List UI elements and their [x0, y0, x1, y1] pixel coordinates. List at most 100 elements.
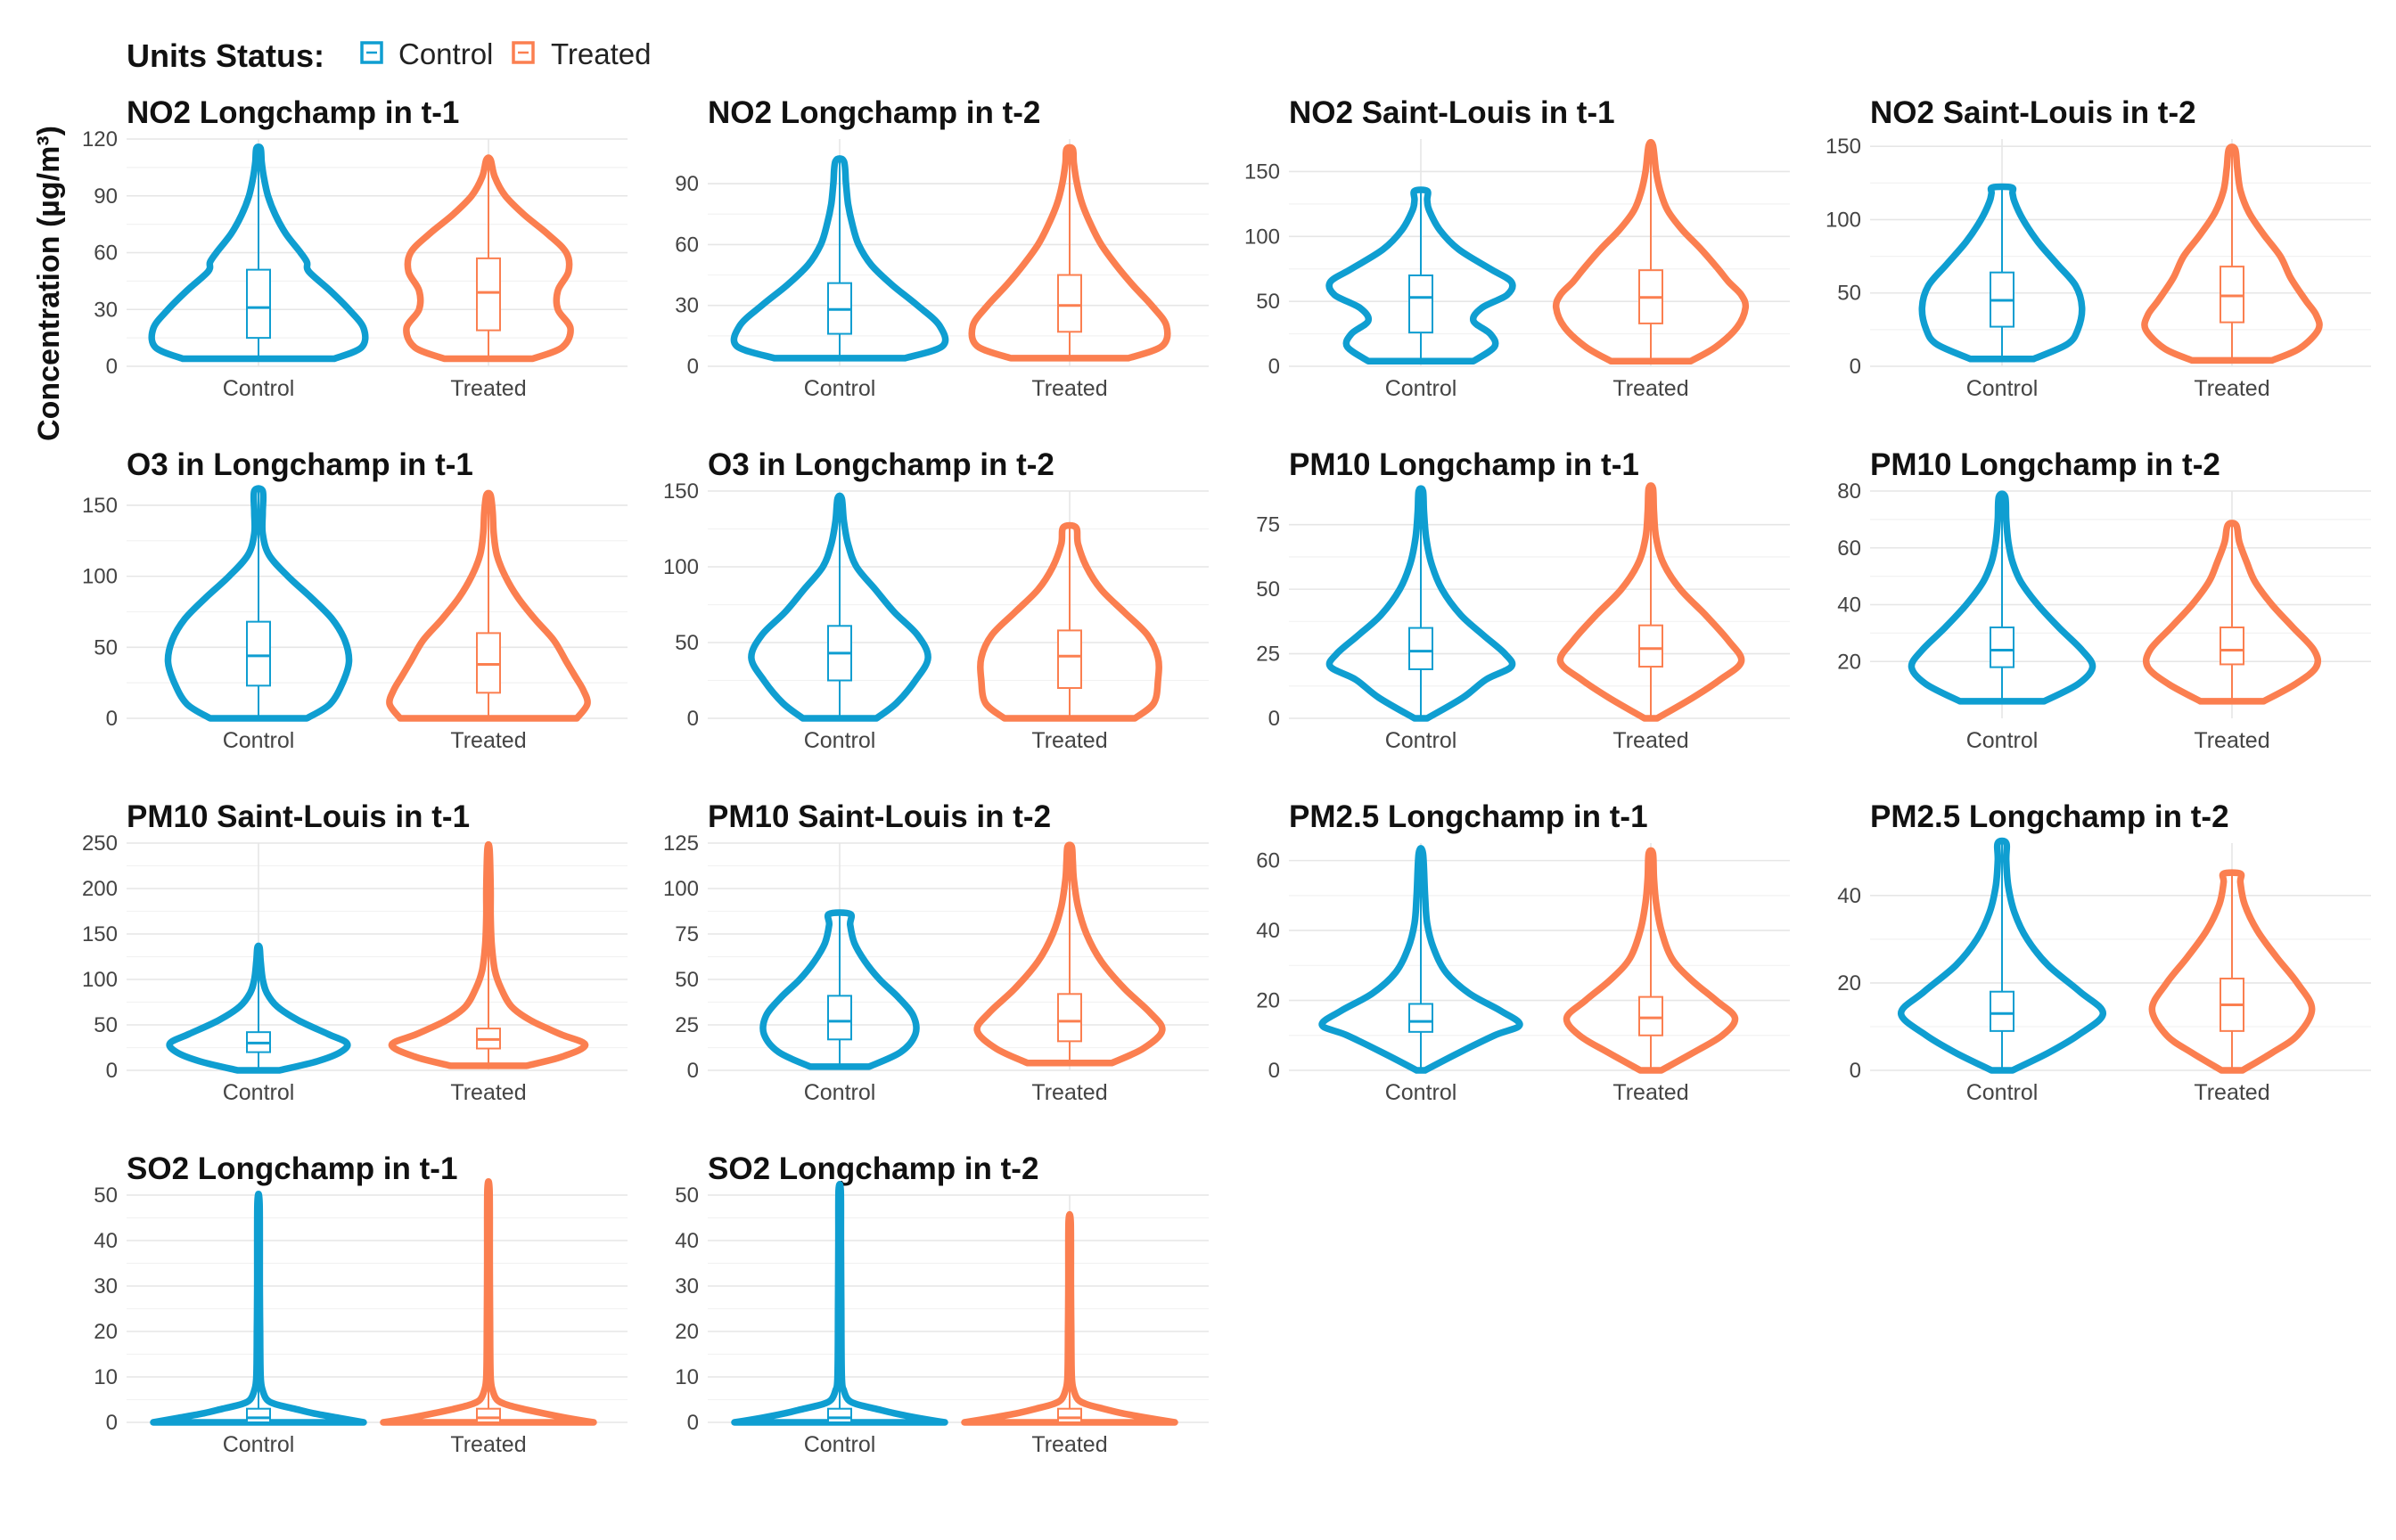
box	[1408, 274, 1433, 334]
y-tick-label: 0	[106, 355, 118, 379]
violin-outline	[2141, 143, 2323, 365]
violin-control	[1318, 845, 1523, 1074]
y-tick-label: 50	[675, 1184, 699, 1208]
y-tick-label: 0	[687, 707, 699, 731]
violin-control	[164, 485, 353, 722]
violin-outline	[748, 492, 931, 722]
x-tick-label: Treated	[1612, 376, 1688, 401]
panel-title: PM10 Longchamp in t-1	[1289, 447, 1639, 482]
x-tick-label: Control	[804, 1432, 876, 1457]
violin-outline	[977, 521, 1162, 722]
y-tick-label: 40	[1837, 594, 1861, 618]
violin-control	[1325, 485, 1516, 722]
violin-treated	[380, 1177, 597, 1426]
panel-no2-longchamp-in-t-1: NO2 Longchamp in t-1 0 30 60 90 120 Control Tre…	[82, 95, 628, 401]
y-tick-label: 0	[1268, 707, 1280, 731]
violin-treated	[2142, 520, 2322, 705]
panel-title: SO2 Longchamp in t-2	[708, 1151, 1038, 1186]
violin-control	[150, 1190, 367, 1426]
violin-treated	[403, 154, 574, 363]
y-tick-label: 0	[106, 1411, 118, 1435]
x-tick-label: Treated	[450, 376, 526, 401]
y-tick-label: 50	[94, 635, 118, 659]
box	[1057, 274, 1082, 333]
y-tick-label: 90	[675, 172, 699, 196]
y-tick-label: 25	[1256, 643, 1280, 667]
y-tick-label: 20	[94, 1320, 118, 1344]
x-tick-label: Control	[223, 376, 295, 401]
y-tick-label: 100	[663, 877, 699, 901]
panel-o3-in-longchamp-in-t-2: O3 in Longchamp in t-2 0 50 100 150 Control Tr…	[663, 447, 1209, 753]
violin-control	[148, 143, 369, 363]
y-tick-label: 0	[1268, 355, 1280, 379]
y-tick-label: 40	[1837, 884, 1861, 908]
y-tick-label: 150	[82, 922, 118, 946]
y-tick-label: 50	[94, 1184, 118, 1208]
violin-treated	[977, 521, 1162, 722]
violin-treated	[1556, 482, 1745, 722]
x-tick-label: Treated	[1031, 1080, 1107, 1105]
box	[827, 1407, 852, 1423]
violin-control	[730, 155, 949, 362]
legend-title: Units Status:	[127, 37, 324, 74]
y-tick-label: 0	[106, 707, 118, 731]
y-tick-label: 60	[1837, 537, 1861, 561]
violin-outline	[1908, 490, 2096, 705]
y-tick-label: 40	[675, 1229, 699, 1253]
violin-outline	[759, 909, 920, 1070]
y-tick-label: 60	[675, 233, 699, 257]
box	[1638, 995, 1663, 1036]
legend-label-treated: Treated	[551, 37, 652, 70]
x-tick-label: Treated	[1612, 1080, 1688, 1105]
x-tick-label: Treated	[2194, 728, 2269, 753]
violin-outline	[386, 489, 591, 722]
y-tick-label: 50	[1256, 290, 1280, 314]
legend-key-control	[360, 41, 383, 64]
y-tick-label: 50	[1256, 578, 1280, 602]
x-tick-label: Treated	[1031, 376, 1107, 401]
y-tick-label: 100	[663, 555, 699, 579]
violin-treated	[973, 841, 1166, 1067]
legend: Units Status: Control Treated	[127, 37, 652, 74]
panel-pm2-5-longchamp-in-t-1: PM2.5 Longchamp in t-1 0 20 40 60 Control Trea…	[1256, 799, 1790, 1105]
y-tick-label: 30	[94, 298, 118, 322]
y-tick-label: 10	[94, 1365, 118, 1389]
y-tick-label: 40	[1256, 919, 1280, 943]
violin-outline	[2148, 869, 2316, 1074]
violin-outline	[403, 154, 574, 363]
y-tick-label: 50	[675, 631, 699, 655]
y-tick-label: 75	[1256, 513, 1280, 537]
y-tick-label: 60	[94, 242, 118, 266]
x-tick-label: Control	[804, 1080, 876, 1105]
violin-outline	[1897, 837, 2107, 1074]
panel-title: PM10 Saint-Louis in t-1	[127, 799, 470, 834]
y-tick-label: 30	[675, 1274, 699, 1298]
x-tick-label: Treated	[1612, 728, 1688, 753]
violin-outline	[1318, 845, 1523, 1074]
panel-title: SO2 Longchamp in t-1	[127, 1151, 457, 1186]
y-tick-label: 150	[1826, 135, 1861, 159]
panel-title: PM10 Longchamp in t-2	[1870, 447, 2220, 482]
violin-outline	[388, 840, 589, 1069]
x-tick-label: Control	[804, 376, 876, 401]
y-tick-label: 250	[82, 831, 118, 856]
y-tick-label: 0	[687, 1411, 699, 1435]
violin-control	[748, 492, 931, 722]
y-tick-label: 20	[1837, 650, 1861, 674]
legend-label-control: Control	[398, 37, 493, 70]
x-tick-label: Treated	[450, 1432, 526, 1457]
panel-no2-longchamp-in-t-2: NO2 Longchamp in t-2 0 30 60 90 Control Treate…	[675, 95, 1209, 401]
box	[246, 1407, 271, 1423]
violin-treated	[388, 840, 589, 1069]
panel-title: NO2 Saint-Louis in t-2	[1870, 95, 2196, 130]
y-tick-label: 80	[1837, 479, 1861, 504]
x-tick-label: Control	[223, 728, 295, 753]
box	[1057, 629, 1082, 690]
y-tick-label: 100	[82, 565, 118, 589]
violin-control	[1918, 183, 2086, 363]
y-tick-label: 40	[94, 1229, 118, 1253]
violin-outline	[731, 1181, 948, 1426]
violin-outline	[968, 143, 1171, 362]
y-tick-label: 0	[1850, 355, 1861, 379]
y-tick-label: 20	[1256, 989, 1280, 1013]
